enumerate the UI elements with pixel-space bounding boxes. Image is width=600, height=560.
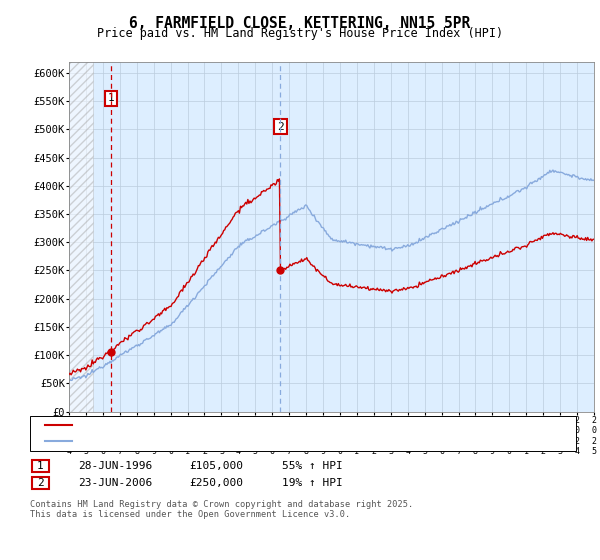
- Text: 2: 2: [277, 122, 284, 132]
- Text: 6, FARMFIELD CLOSE, KETTERING, NN15 5PR (detached house): 6, FARMFIELD CLOSE, KETTERING, NN15 5PR …: [76, 421, 405, 431]
- Text: 2: 2: [37, 478, 44, 488]
- Text: £105,000: £105,000: [189, 461, 243, 471]
- Text: Contains HM Land Registry data © Crown copyright and database right 2025.
This d: Contains HM Land Registry data © Crown c…: [30, 500, 413, 519]
- Text: 19% ↑ HPI: 19% ↑ HPI: [282, 478, 343, 488]
- Text: 28-JUN-1996: 28-JUN-1996: [78, 461, 152, 471]
- Bar: [69, 45, 93, 412]
- Text: 1: 1: [108, 94, 115, 103]
- Text: Price paid vs. HM Land Registry's House Price Index (HPI): Price paid vs. HM Land Registry's House …: [97, 27, 503, 40]
- Text: 55% ↑ HPI: 55% ↑ HPI: [282, 461, 343, 471]
- Text: £250,000: £250,000: [189, 478, 243, 488]
- Text: 6, FARMFIELD CLOSE, KETTERING, NN15 5PR: 6, FARMFIELD CLOSE, KETTERING, NN15 5PR: [130, 16, 470, 31]
- Text: 23-JUN-2006: 23-JUN-2006: [78, 478, 152, 488]
- Text: HPI: Average price, detached house, North Northamptonshire: HPI: Average price, detached house, Nort…: [76, 436, 417, 446]
- Text: 1: 1: [37, 461, 44, 471]
